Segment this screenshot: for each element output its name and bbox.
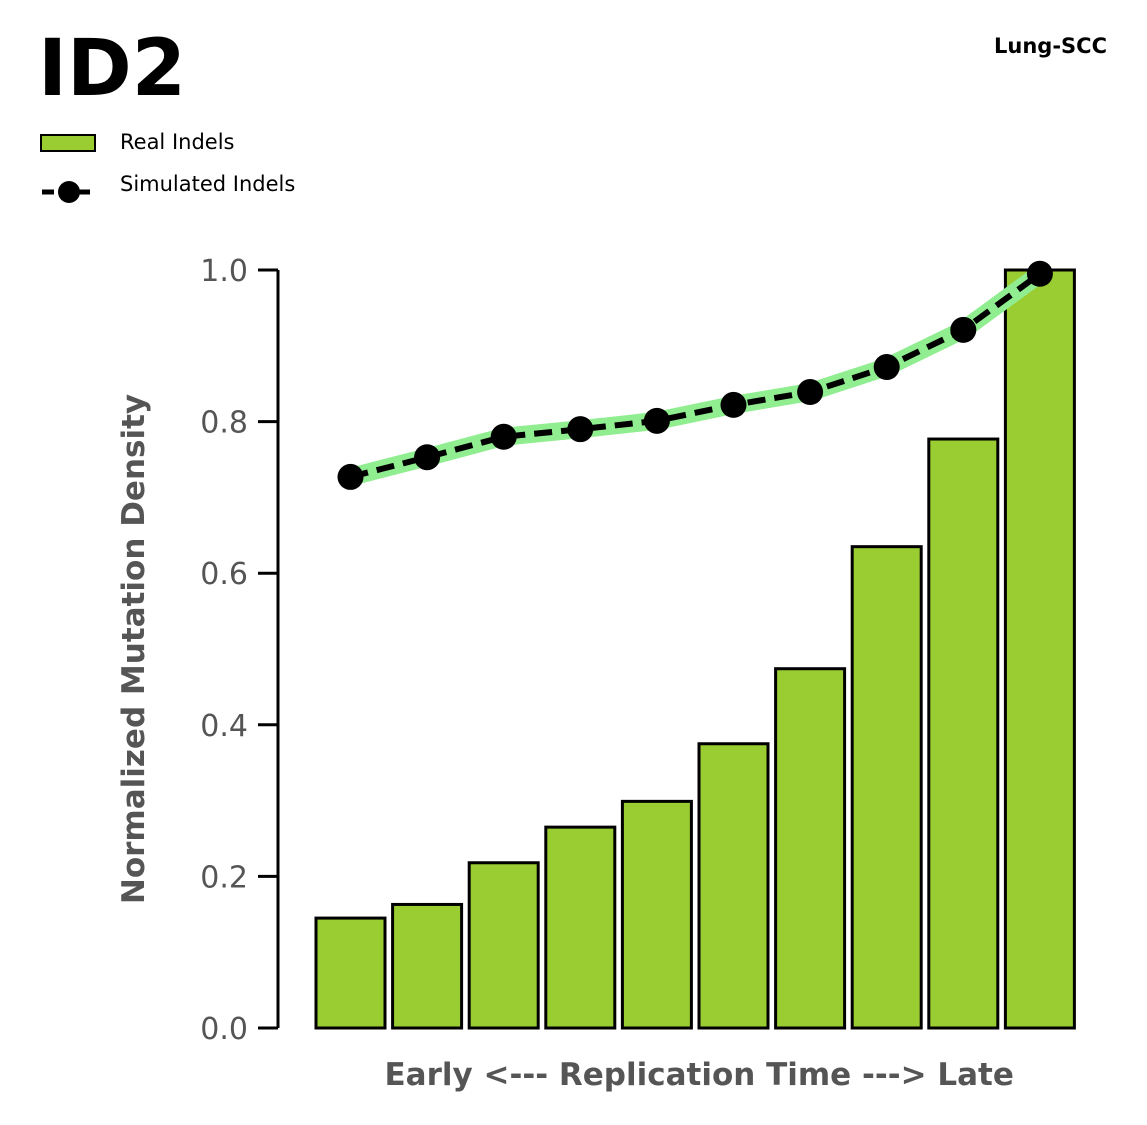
real-indel-bar (620, 799, 693, 1030)
real-indel-bar (850, 545, 923, 1030)
simulated-point (567, 416, 594, 443)
cancer-type-label: Lung-SCC (994, 34, 1107, 58)
simulated-point (414, 444, 441, 471)
y-tick-label: 0.6 (200, 557, 248, 592)
legend-label-real: Real Indels (120, 130, 235, 154)
real-indel-bar (314, 916, 387, 1030)
real-indel-bar (467, 861, 540, 1030)
simulated-point (643, 407, 670, 434)
y-tick-label: 0.4 (200, 709, 248, 744)
simulated-point (797, 379, 824, 406)
simulated-point (950, 316, 977, 343)
simulated-point (720, 391, 747, 418)
legend-bar-swatch (40, 134, 96, 152)
simulated-point (337, 463, 364, 490)
simulated-point (873, 354, 900, 381)
simulated-line (349, 271, 1042, 480)
real-indel-bar (927, 437, 1000, 1030)
x-axis-label: Early <--- Replication Time ---> Late (385, 1057, 1014, 1093)
real-indel-bar (697, 742, 770, 1030)
real-indel-bar (1003, 268, 1076, 1030)
real-indel-bar (774, 667, 847, 1030)
y-tick-label: 0.0 (200, 1012, 248, 1047)
y-axis-label: Normalized Mutation Density (116, 394, 152, 904)
y-tick-label: 1.0 (200, 254, 248, 289)
legend-label-simulated: Simulated Indels (120, 172, 296, 196)
real-indel-bar (391, 902, 464, 1030)
real-indel-bar (544, 825, 617, 1030)
y-tick-label: 0.2 (200, 860, 248, 895)
legend-line-swatch (42, 181, 96, 203)
simulated-point (1026, 260, 1053, 287)
y-tick-label: 0.8 (200, 406, 248, 441)
plot-title: ID2 (38, 24, 187, 114)
simulated-point (490, 423, 517, 450)
